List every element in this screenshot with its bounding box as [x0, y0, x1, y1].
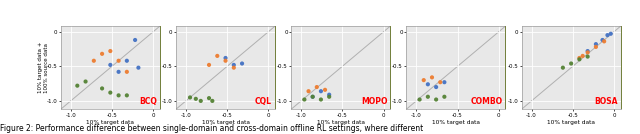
Point	[204, 64, 214, 66]
Point	[228, 64, 239, 66]
Point	[605, 33, 616, 35]
X-axis label: 10% target data: 10% target data	[432, 120, 480, 125]
Point	[582, 50, 593, 52]
Point	[89, 60, 99, 62]
Point	[97, 87, 108, 90]
Point	[423, 83, 433, 85]
Point	[204, 97, 214, 99]
Point	[591, 43, 601, 45]
Point	[324, 96, 334, 98]
Point	[566, 62, 576, 65]
Point	[324, 94, 334, 96]
Point	[122, 71, 132, 73]
Point	[597, 39, 607, 41]
Point	[415, 98, 425, 101]
Point	[105, 64, 115, 66]
Point	[191, 98, 201, 100]
X-axis label: 10% target data: 10% target data	[547, 120, 595, 125]
Point	[113, 71, 124, 73]
Point	[212, 55, 223, 57]
Point	[316, 90, 326, 92]
Text: Figure 2: Performance difference between single-domain and cross-domain offline : Figure 2: Performance difference between…	[0, 124, 423, 133]
Point	[113, 94, 124, 96]
Point	[435, 81, 445, 83]
Point	[591, 46, 601, 48]
Point	[439, 81, 449, 83]
X-axis label: 10% target data: 10% target data	[86, 120, 134, 125]
Point	[220, 57, 230, 59]
Point	[423, 96, 433, 98]
Text: COMBO: COMBO	[470, 97, 502, 106]
Y-axis label: 10% target data +
100% source data: 10% target data + 100% source data	[38, 42, 49, 93]
Point	[237, 62, 247, 65]
Point	[81, 80, 91, 83]
Text: BCQ: BCQ	[139, 97, 157, 106]
Point	[602, 34, 612, 36]
Point	[316, 98, 326, 101]
Point	[320, 89, 330, 91]
Point	[582, 51, 593, 53]
Point	[122, 94, 132, 96]
Point	[113, 60, 124, 62]
Point	[105, 92, 115, 94]
Point	[308, 96, 318, 98]
Point	[431, 86, 441, 88]
Point	[72, 85, 83, 87]
Point	[207, 100, 218, 102]
Point	[220, 60, 230, 62]
Text: MOPO: MOPO	[361, 97, 387, 106]
Point	[558, 67, 568, 69]
Point	[574, 57, 584, 59]
Point	[308, 96, 318, 98]
Point	[582, 55, 593, 58]
Point	[228, 67, 239, 69]
Point	[439, 96, 449, 98]
Point	[105, 50, 115, 52]
Point	[431, 98, 441, 101]
Point	[133, 67, 143, 69]
Point	[300, 98, 310, 101]
Point	[599, 40, 609, 42]
X-axis label: 10% target data: 10% target data	[202, 120, 250, 125]
Point	[196, 100, 206, 102]
Point	[312, 86, 322, 88]
Point	[185, 96, 195, 98]
Point	[419, 79, 429, 81]
Point	[427, 76, 437, 78]
Text: BOSA: BOSA	[594, 97, 618, 106]
X-axis label: 10% target data: 10% target data	[317, 120, 365, 125]
Point	[303, 90, 314, 92]
Point	[130, 39, 140, 41]
Point	[577, 55, 588, 57]
Point	[574, 58, 584, 60]
Point	[97, 53, 108, 55]
Point	[122, 60, 132, 62]
Text: CQL: CQL	[255, 97, 272, 106]
